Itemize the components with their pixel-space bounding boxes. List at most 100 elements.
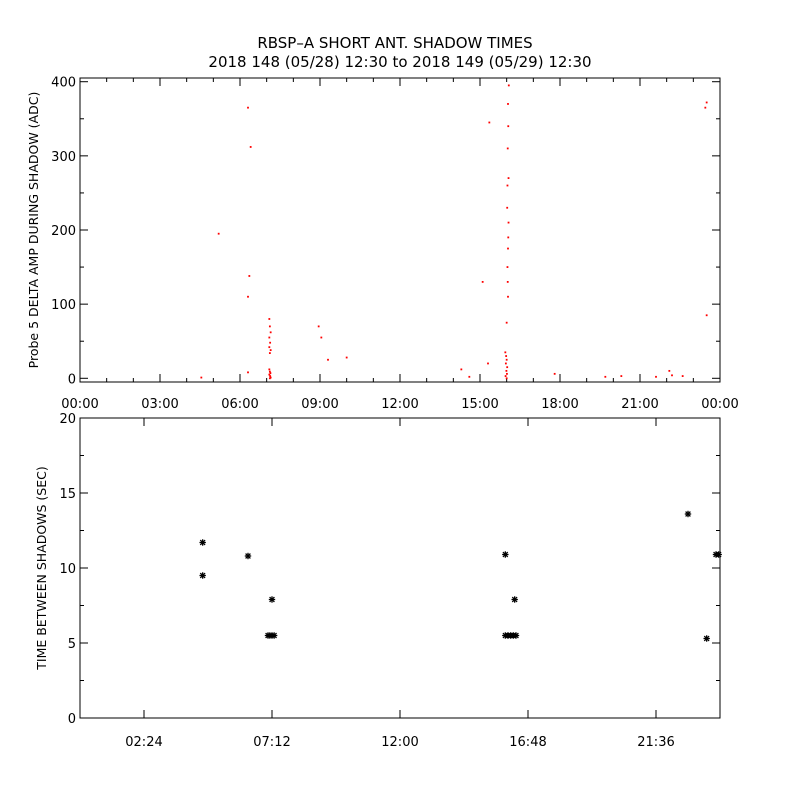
- data-point-stroke: [502, 551, 509, 558]
- data-point: [505, 355, 508, 357]
- data-point: [200, 376, 203, 379]
- top-x-tick-label: 15:00: [461, 397, 498, 412]
- data-point: [705, 101, 708, 104]
- data-point: [507, 177, 510, 179]
- data-point: [655, 375, 657, 378]
- data-point: [604, 375, 607, 378]
- bottom-x-tick-label: 21:36: [637, 735, 674, 750]
- data-point: [502, 551, 509, 558]
- data-point: [506, 366, 509, 369]
- bottom-x-tick-label: 16:48: [509, 735, 546, 750]
- top-x-tick-label: 21:00: [621, 397, 658, 412]
- chart-title-line-2: 2018 148 (05/28) 12:30 to 2018 149 (05/2…: [208, 53, 591, 71]
- bottom-x-tick-label: 12:00: [381, 735, 418, 750]
- data-point: [269, 331, 272, 334]
- top-y-tick-label: 400: [51, 76, 76, 91]
- top-x-tick-label: 00:00: [701, 397, 738, 412]
- data-point: [268, 368, 271, 371]
- top-x-tick-label: 12:00: [381, 397, 418, 412]
- data-point: [505, 369, 508, 372]
- data-point: [268, 318, 271, 320]
- data-point: [460, 368, 463, 371]
- top-y-axis-label: Probe 5 DELTA AMP DURING SHADOW (ADC): [26, 92, 41, 369]
- data-point-stroke: [715, 551, 722, 558]
- data-point: [507, 84, 510, 87]
- data-point: [681, 375, 684, 377]
- data-point-stroke: [511, 596, 518, 603]
- data-point-stroke: [703, 635, 710, 642]
- top-x-tick-label: 03:00: [141, 397, 178, 412]
- data-point: [468, 375, 471, 378]
- top-y-tick-label: 100: [51, 298, 76, 313]
- data-point: [269, 375, 272, 377]
- data-point: [715, 551, 722, 558]
- data-point: [248, 275, 251, 277]
- data-point: [268, 377, 271, 380]
- bottom-y-tick-label: 5: [68, 637, 76, 652]
- data-point: [504, 375, 507, 377]
- data-point-stroke: [513, 632, 519, 639]
- data-point: [217, 232, 220, 235]
- data-point: [269, 341, 272, 344]
- data-point-stroke: [269, 596, 275, 603]
- data-point: [247, 295, 249, 298]
- data-point: [247, 106, 249, 109]
- bottom-x-tick-label: 02:24: [125, 735, 162, 750]
- data-point: [506, 281, 509, 283]
- data-point: [512, 632, 520, 639]
- data-point: [268, 352, 271, 354]
- data-point-stroke: [685, 511, 691, 517]
- data-point: [506, 266, 509, 268]
- data-point: [247, 371, 249, 374]
- top-y-tick-label: 200: [51, 224, 76, 239]
- data-point: [268, 346, 271, 349]
- data-point: [320, 336, 323, 339]
- data-point-stroke: [245, 553, 251, 559]
- bottom-y-tick-label: 0: [68, 712, 76, 727]
- data-point: [249, 146, 252, 148]
- data-point: [506, 184, 509, 187]
- data-point: [505, 321, 508, 324]
- bottom-y-tick-label: 15: [59, 487, 76, 502]
- data-point: [507, 236, 510, 239]
- top-panel-amplitude: 00:00 03:00 06:00 09:00 12:00 15:00 18:00 21:00…: [26, 76, 739, 412]
- data-point: [511, 596, 518, 603]
- data-point: [504, 362, 507, 365]
- data-point: [269, 372, 272, 375]
- data-point: [244, 552, 252, 560]
- bottom-x-tick-label: 07:12: [253, 735, 290, 750]
- data-point: [507, 125, 510, 128]
- data-point: [507, 247, 509, 250]
- data-point: [268, 325, 271, 328]
- top-x-tick-label: 18:00: [541, 397, 578, 412]
- data-point: [703, 635, 710, 642]
- data-point: [684, 510, 692, 518]
- data-point: [671, 374, 673, 377]
- data-point: [504, 351, 507, 354]
- data-point: [704, 106, 707, 109]
- data-point: [553, 372, 556, 375]
- data-point: [481, 281, 484, 283]
- data-point: [507, 103, 509, 105]
- bottom-y-tick-label: 20: [59, 412, 76, 427]
- data-point: [505, 358, 508, 361]
- data-point: [199, 539, 206, 546]
- data-point: [668, 369, 671, 372]
- bottom-y-tick-label: 10: [59, 562, 76, 577]
- data-point: [268, 370, 271, 373]
- top-y-tick-label: 300: [51, 150, 76, 165]
- bottom-y-axis-label: TIME BETWEEN SHADOWS (SEC): [34, 466, 49, 671]
- top-x-tick-label: 00:00: [61, 397, 98, 412]
- data-point: [505, 377, 508, 380]
- data-point: [268, 373, 271, 376]
- data-point: [507, 295, 509, 298]
- data-point: [506, 372, 508, 375]
- data-point: [620, 375, 623, 377]
- data-point-stroke: [271, 632, 277, 639]
- data-point: [270, 632, 278, 639]
- data-point: [268, 336, 271, 339]
- data-point: [199, 572, 206, 579]
- bottom-panel-time-between-shadows: 02:24 07:12 12:00 16:48 21:36 0 5 10 15 20 TIME BE…: [34, 412, 722, 750]
